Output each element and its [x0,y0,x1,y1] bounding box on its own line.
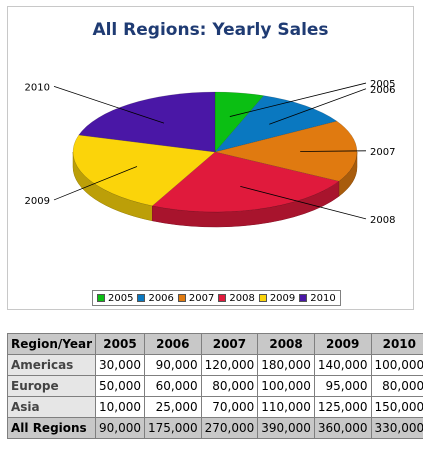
pie-label-2005: 2005 [370,79,395,90]
leader-line-2008 [240,185,367,220]
pie-label-2010: 2010 [25,82,50,93]
table-cell: 125,000 [313,396,372,418]
pie-slice-2009 [72,134,216,207]
legend-item-2008: 2008 [218,292,255,304]
table-row: Europe 50,000 60,000 80,000 100,000 95,000 80,… [7,375,423,397]
table-cell: 150,000 [370,396,423,418]
table-cell: 10,000 [95,396,145,418]
table-cell: 180,000 [257,354,315,376]
legend-item-2005: 2005 [97,293,133,304]
table-cell: 90,000 [95,417,145,439]
table-row: Asia 10,000 25,000 70,000 110,000 125,000 150,… [7,396,423,418]
legend-label-2005: 2005 [108,292,134,304]
table-cell: 390,000 [257,417,315,439]
legend-item-2006: 2006 [137,292,174,304]
legend-label-2010: 2010 [310,292,336,304]
row-label: Asia [7,396,96,418]
legend-swatch-2006 [137,294,146,302]
legend-label-2008: 2008 [229,292,255,304]
table-cell: 50,000 [95,375,145,397]
pie-label-2008: 2008 [370,215,395,226]
pie-slice-2005 [214,91,265,153]
table-header-2007: 2007 [200,333,259,355]
table-header-row: Region/Year 2005 2006 2007 2008 2009 2010 [7,333,423,355]
legend-label-2007: 2007 [188,292,215,304]
table-cell: 330,000 [370,417,423,439]
table-cell: 120,000 [200,354,259,376]
chart-panel: All Regions: Yearly Sales 2005 2006 2007 20… [7,6,414,310]
table-cell: 100,000 [370,354,423,376]
sales-table: Region/Year 2005 2006 2007 2008 2009 2010 Amer… [7,333,423,439]
leader-line-2006 [269,88,367,125]
table-cell: 90,000 [144,354,202,376]
legend-swatch-2010 [299,294,308,302]
table-cell: 100,000 [257,375,315,397]
legend-label-2006: 2006 [148,292,174,304]
chart-title: All Regions: Yearly Sales [92,20,329,40]
table-cell: 60,000 [144,375,202,397]
table-cell: 25,000 [144,396,202,418]
row-label: All Regions [7,417,96,439]
table-cell: 175,000 [144,417,202,439]
table-header-2006: 2006 [144,333,202,355]
pie-slice-2008 [151,151,340,213]
pie-label-2007: 2007 [370,147,395,158]
legend-swatch-2008 [218,294,227,302]
table-cell: 30,000 [95,354,145,376]
table-row: All Regions 90,000 175,000 270,000 390,000 36… [7,417,423,439]
legend-item-2010: 2010 [299,292,336,304]
table-cell: 80,000 [370,375,423,397]
legend-label-2009: 2009 [269,292,296,304]
legend-swatch-2007 [177,294,186,302]
legend-swatch-2009 [258,294,267,302]
legend-swatch-2005 [97,294,105,302]
table-cell: 95,000 [313,375,372,397]
legend-item-2007: 2007 [177,292,215,304]
legend-item-2009: 2009 [258,292,296,304]
table-header-2010: 2010 [370,333,423,355]
table-header-2005: 2005 [95,333,145,355]
table-header-2009: 2009 [313,333,372,355]
pie-slice-2006 [214,95,338,153]
pie-label-2006: 2006 [370,85,395,96]
leader-line-2010 [53,85,165,124]
chart-legend: 2005 2006 2007 2008 2009 2010 [92,290,341,306]
table-row: Americas 30,000 90,000 120,000 180,000 140,00… [7,354,423,376]
row-label: Europe [7,375,96,397]
pie-slice-2010 [78,91,216,153]
row-label: Americas [7,354,96,376]
pie-label-2009: 2009 [25,196,50,207]
table-cell: 110,000 [257,396,315,418]
table-cell: 140,000 [313,354,372,376]
table-cell: 270,000 [200,417,259,439]
leader-line-2009 [53,166,138,201]
table-body: Americas 30,000 90,000 120,000 180,000 140,00… [7,354,423,439]
leader-line-2007 [300,150,367,152]
table-header-rowhead: Region/Year [7,333,96,355]
leader-line-2005 [229,82,367,117]
table-header-2008: 2008 [257,333,315,355]
table-cell: 70,000 [200,396,259,418]
table-cell: 360,000 [313,417,372,439]
table-cell: 80,000 [200,375,259,397]
